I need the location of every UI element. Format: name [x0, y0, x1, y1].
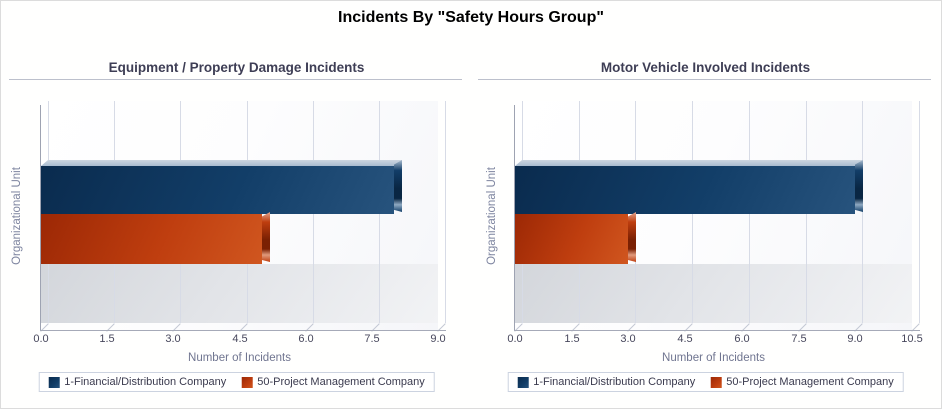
x-tick-label: 0.0 — [33, 333, 49, 345]
y-axis-title: Organizational Unit — [11, 167, 23, 265]
legend-label: 50-Project Management Company — [726, 376, 894, 388]
plot-area — [40, 101, 446, 332]
bar-end-cap — [394, 160, 402, 212]
plot-area — [514, 101, 920, 332]
bar-blue — [515, 166, 855, 214]
bar-blue — [41, 166, 394, 214]
gridline — [445, 101, 446, 323]
x-tick-label: 9.0 — [847, 333, 863, 345]
chart-equipment-damage: Equipment / Property Damage Incidents Or… — [1, 1, 472, 408]
x-tick-label: 7.5 — [364, 333, 380, 345]
x-axis-title: Number of Incidents — [188, 352, 291, 364]
bar-top-face — [515, 160, 863, 166]
x-tick-label: 1.5 — [99, 333, 115, 345]
legend-item: 1-Financial/Distribution Company — [517, 376, 695, 388]
legend-label: 50-Project Management Company — [257, 376, 425, 388]
legend-label: 1-Financial/Distribution Company — [64, 376, 227, 388]
x-axis-line — [514, 330, 920, 331]
x-tick-label: 0.0 — [507, 333, 523, 345]
legend-swatch-blue — [48, 376, 60, 388]
x-axis-ticks: 0.0 1.5 3.0 4.5 6.0 7.5 9.0 — [33, 333, 445, 347]
title-underline — [478, 79, 931, 80]
plot-floor — [515, 264, 912, 323]
legend-item: 50-Project Management Company — [710, 376, 894, 388]
x-tick-label: 4.5 — [232, 333, 248, 345]
x-tick-label: 7.5 — [791, 333, 807, 345]
legend-swatch-blue — [517, 376, 529, 388]
bar-top-face — [41, 160, 402, 166]
y-axis-line — [514, 105, 515, 330]
legend-item: 1-Financial/Distribution Company — [48, 376, 226, 388]
x-tick-label: 3.0 — [165, 333, 181, 345]
x-axis-title: Number of Incidents — [662, 352, 765, 364]
plot-floor — [41, 264, 438, 323]
bar-orange — [41, 214, 262, 264]
x-tick-label: 6.0 — [734, 333, 750, 345]
legend-label: 1-Financial/Distribution Company — [533, 376, 696, 388]
page-title: Incidents By "Safety Hours Group" — [338, 9, 604, 26]
legend-swatch-orange — [241, 376, 253, 388]
x-tick-label: 6.0 — [298, 333, 314, 345]
legend-item: 50-Project Management Company — [241, 376, 425, 388]
title-underline — [9, 79, 462, 80]
x-axis-ticks: 0.0 1.5 3.0 4.5 6.0 7.5 9.0 10.5 — [507, 333, 922, 347]
chart-title: Motor Vehicle Involved Incidents — [600, 60, 811, 75]
bar-end-cap — [262, 212, 270, 262]
x-tick-label: 10.5 — [901, 333, 923, 345]
bar-orange — [515, 214, 628, 264]
x-tick-label: 1.5 — [564, 333, 580, 345]
chart-motor-vehicle: Motor Vehicle Involved Incidents Organiz… — [470, 1, 941, 408]
legend-swatch-orange — [710, 376, 722, 388]
x-axis-line — [40, 330, 446, 331]
chart-title: Equipment / Property Damage Incidents — [108, 60, 365, 75]
bar-end-cap — [628, 212, 636, 262]
x-tick-label: 3.0 — [620, 333, 636, 345]
gridline — [919, 101, 920, 323]
legend: 1-Financial/Distribution Company 50-Proj… — [507, 372, 904, 392]
bar-end-cap — [855, 160, 863, 212]
legend: 1-Financial/Distribution Company 50-Proj… — [38, 372, 435, 392]
x-tick-label: 4.5 — [677, 333, 693, 345]
y-axis-title: Organizational Unit — [486, 167, 498, 265]
y-axis-line — [40, 105, 41, 330]
x-tick-label: 9.0 — [430, 333, 446, 345]
gridline — [862, 101, 863, 323]
